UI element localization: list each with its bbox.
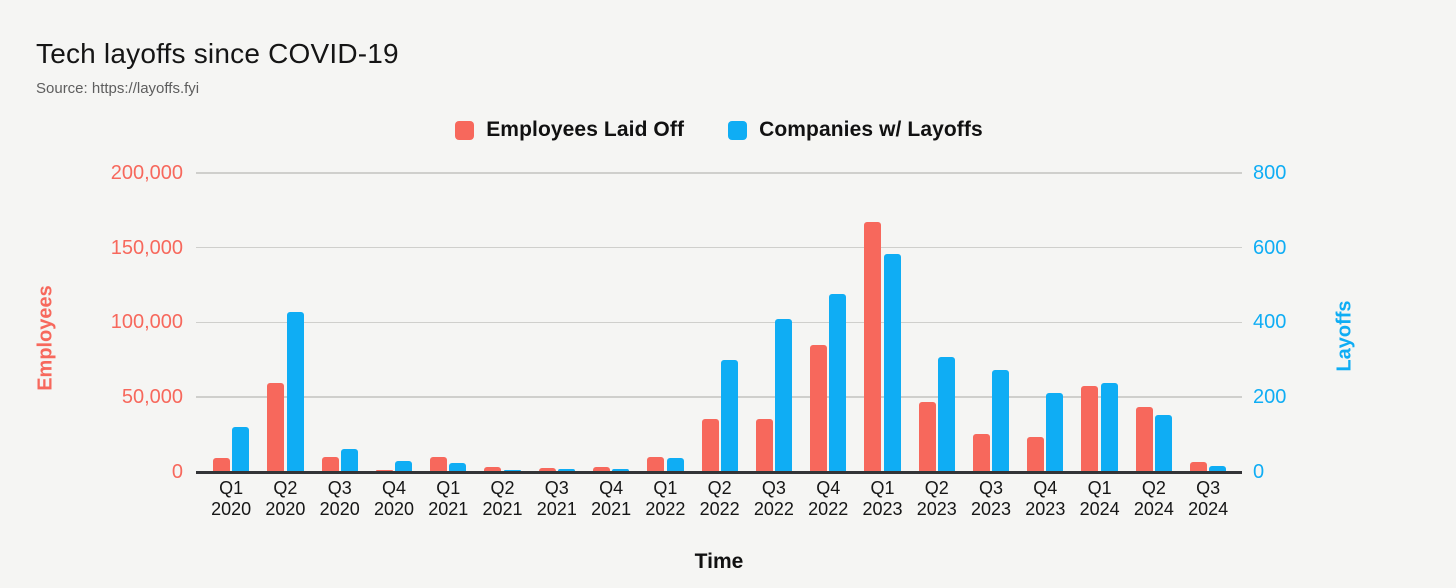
x-axis-tick-label: Q1 2020 (211, 478, 252, 519)
right-axis-tick-label: 200 (1253, 385, 1287, 408)
bar-employees (321, 456, 339, 472)
x-axis-tick-label: Q4 2023 (1025, 478, 1066, 519)
bar-companies (340, 449, 358, 472)
x-axis-tick-label: Q3 2023 (971, 478, 1012, 519)
legend-label-companies: Companies w/ Layoffs (759, 118, 983, 141)
x-axis-tick-label: Q1 2022 (645, 478, 686, 519)
legend-swatch-employees-icon (455, 120, 475, 140)
x-axis-tick-label: Q4 2021 (591, 478, 632, 519)
bar-companies (1100, 382, 1118, 472)
right-axis-tick-label: 0 (1253, 460, 1265, 483)
bar-employees (538, 468, 556, 472)
bar-companies (829, 294, 847, 472)
bar-companies (720, 359, 738, 472)
bar-companies (557, 468, 575, 472)
x-axis-tick-label: Q1 2023 (862, 478, 903, 519)
bar-employees (647, 457, 665, 472)
x-axis-tick-label: Q2 2020 (265, 478, 306, 519)
gridline (196, 321, 1242, 323)
left-axis-title: Employees (34, 285, 57, 391)
bar-companies (666, 458, 684, 472)
gridline (196, 246, 1242, 249)
x-axis-tick-label: Q4 2022 (808, 478, 849, 519)
bar-companies (883, 253, 901, 472)
chart-source: Source: https://layoffs.fyi (36, 80, 200, 97)
chart-title: Tech layoffs since COVID-19 (36, 38, 399, 69)
x-axis-tick-label: Q3 2024 (1188, 478, 1229, 519)
right-axis-title: Layoffs (1333, 300, 1356, 372)
bar-employees (810, 345, 828, 472)
bar-companies (992, 370, 1010, 472)
bar-employees (972, 434, 990, 472)
bar-employees (918, 402, 936, 472)
x-axis-tick-label: Q3 2022 (753, 478, 794, 519)
bar-employees (213, 458, 230, 472)
x-axis-tick-label: Q4 2020 (373, 478, 414, 519)
x-axis-tick-label: Q3 2020 (319, 478, 360, 519)
bar-employees (1027, 437, 1045, 472)
legend-swatch-companies-icon (728, 120, 748, 140)
right-axis-tick-label: 600 (1253, 236, 1287, 259)
left-axis-tick-label: 100,000 (110, 311, 183, 334)
bar-employees (267, 383, 285, 472)
bar-companies (1046, 393, 1064, 472)
bar-employees (592, 467, 610, 472)
bar-employees (864, 222, 882, 472)
left-axis-tick-label: 200,000 (110, 162, 183, 184)
left-axis-tick-label: 150,000 (110, 236, 183, 259)
bar-employees (484, 467, 502, 472)
legend-label-employees: Employees Laid Off (486, 118, 685, 141)
bar-employees (755, 418, 773, 472)
bar-companies (395, 461, 413, 472)
bar-companies (775, 318, 793, 472)
legend-item-companies: Companies w/ Layoffs (728, 118, 983, 142)
x-axis-tick-label: Q3 2021 (536, 478, 577, 519)
bar-companies (1155, 415, 1173, 472)
bar-companies (937, 356, 955, 472)
bar-employees (430, 457, 448, 472)
right-axis-tick-label: 400 (1253, 311, 1287, 334)
legend: Employees Laid Off Companies w/ Layoffs (196, 114, 1242, 146)
bar-companies (286, 311, 304, 472)
bar-employees (701, 419, 719, 472)
bar-companies (449, 463, 467, 472)
bar-companies (232, 426, 250, 472)
left-axis-tick-label: 50,000 (121, 385, 183, 408)
right-axis-tick-label: 800 (1253, 162, 1287, 184)
bar-employees (1081, 386, 1099, 472)
x-axis-tick-label: Q2 2021 (482, 478, 523, 519)
x-axis-line (196, 470, 1242, 474)
legend-item-employees: Employees Laid Off (455, 118, 684, 142)
x-axis-tick-label: Q2 2024 (1133, 478, 1174, 519)
gridline (196, 172, 1242, 174)
bar-companies (1209, 465, 1227, 472)
bar-companies (612, 468, 630, 472)
x-axis-tick-label: Q2 2023 (916, 478, 957, 519)
bar-employees (1135, 406, 1153, 472)
x-axis-title: Time (694, 550, 744, 573)
x-axis-tick-label: Q2 2022 (699, 478, 740, 519)
x-axis-tick-label: Q1 2021 (428, 478, 469, 519)
left-axis-tick-label: 0 (171, 460, 183, 483)
gridline (196, 396, 1242, 398)
bar-employees (1190, 462, 1207, 472)
x-axis-tick-label: Q1 2024 (1079, 478, 1120, 519)
